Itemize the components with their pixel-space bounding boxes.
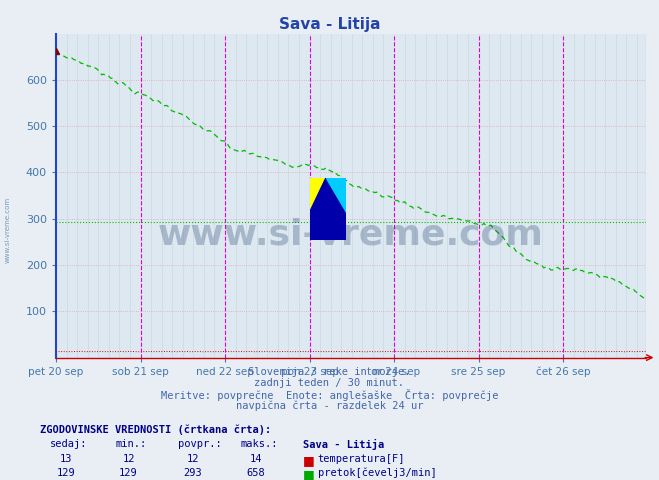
Text: 12: 12 [123,454,134,464]
Text: maks.:: maks.: [241,439,278,449]
Text: ZGODOVINSKE VREDNOSTI (črtkana črta):: ZGODOVINSKE VREDNOSTI (črtkana črta): [40,425,271,435]
Text: sedaj:: sedaj: [49,439,87,449]
Text: ■: ■ [303,468,315,480]
Polygon shape [310,178,346,240]
Text: 12: 12 [187,454,199,464]
Text: pretok[čevelj3/min]: pretok[čevelj3/min] [318,468,436,479]
Text: 14: 14 [250,454,262,464]
Polygon shape [310,178,326,212]
Text: Sava - Litija: Sava - Litija [303,439,384,450]
Text: 129: 129 [57,468,75,478]
Text: 658: 658 [246,468,265,478]
Text: navpična črta - razdelek 24 ur: navpična črta - razdelek 24 ur [236,400,423,411]
Polygon shape [326,178,346,212]
Text: ■: ■ [303,454,315,467]
Text: Sava - Litija: Sava - Litija [279,17,380,32]
Text: Meritve: povprečne  Enote: anglešaške  Črta: povprečje: Meritve: povprečne Enote: anglešaške Črt… [161,389,498,401]
Text: temperatura[F]: temperatura[F] [318,454,405,464]
Text: povpr.:: povpr.: [178,439,221,449]
Text: Slovenija / reke in morje.: Slovenija / reke in morje. [248,367,411,377]
Text: 293: 293 [184,468,202,478]
Text: 13: 13 [60,454,72,464]
Text: www.si-vreme.com: www.si-vreme.com [5,197,11,264]
Text: 129: 129 [119,468,138,478]
Text: min.:: min.: [115,439,146,449]
Text: zadnji teden / 30 minut.: zadnji teden / 30 minut. [254,378,405,388]
Text: www.si-vreme.com: www.si-vreme.com [158,217,544,252]
